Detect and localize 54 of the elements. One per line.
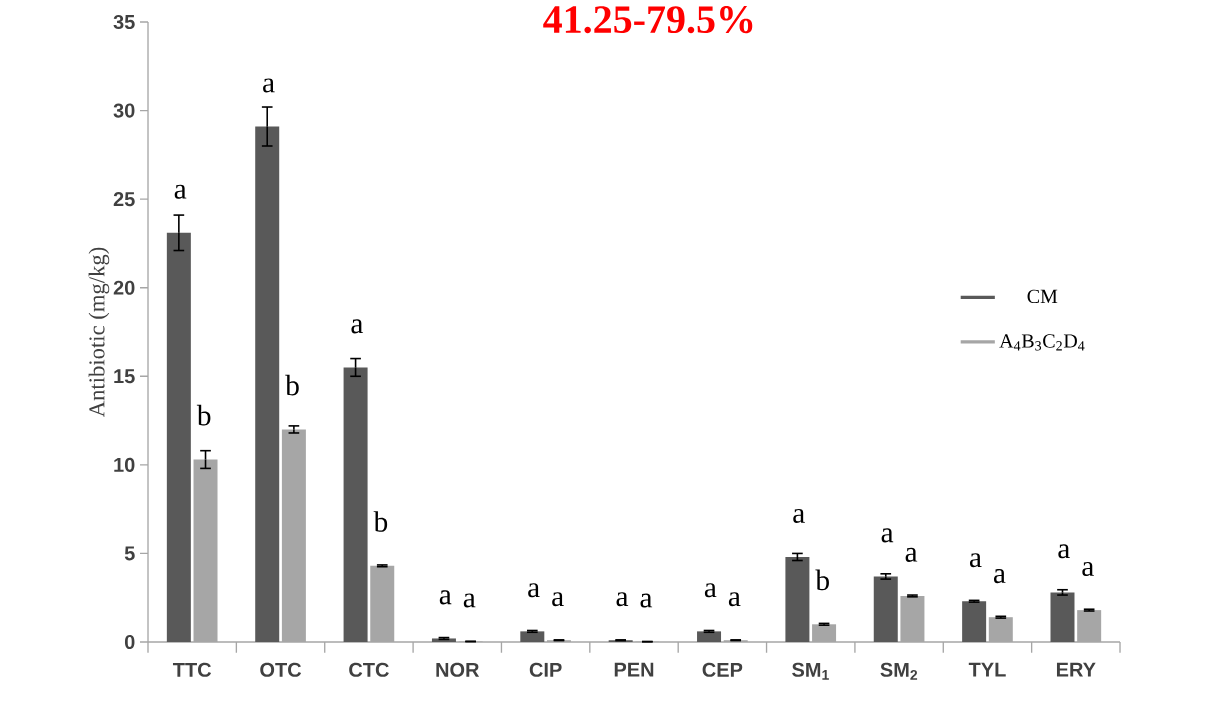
x-tick-label: CEP (702, 662, 743, 677)
bar (697, 631, 722, 642)
annotation: a (704, 583, 717, 598)
annotation: a (793, 508, 805, 523)
annotation: a (881, 528, 894, 543)
annotation: a (463, 593, 476, 608)
x-tick-label: TTC (172, 662, 212, 677)
annotation: a (993, 569, 1006, 584)
bar (166, 232, 191, 642)
x-tick-label: SM$_{1}$ (792, 662, 829, 680)
annotation: a (640, 593, 653, 608)
bar (520, 631, 545, 642)
chart-title: 41.25-79.5% (543, 6, 753, 34)
y-tick-label: 25 (113, 192, 135, 207)
y-tick-label: 15 (114, 369, 135, 384)
y-tick-label: 20 (113, 280, 135, 295)
annotation: b (196, 404, 211, 426)
bar (1050, 592, 1075, 642)
x-tick-label: NOR (436, 662, 480, 677)
annotation: a (616, 592, 629, 607)
annotation: a (905, 547, 918, 562)
bar (962, 601, 987, 642)
x-tick-label: SM$_{2}$ (880, 662, 918, 680)
annotation: a (969, 553, 982, 568)
x-tick-label: PEN (614, 662, 654, 677)
y-axis-title: Antibiotic (mg/kg) (88, 247, 110, 418)
x-tick-label: CTC (349, 662, 389, 677)
bar (785, 556, 810, 642)
y-tick-label: 0 (124, 634, 135, 650)
x-tick-label: TYL (968, 662, 1006, 677)
annotation: a (174, 184, 187, 199)
y-tick-label: 10 (114, 457, 135, 472)
annotation: a (728, 592, 741, 607)
y-tick-label: 30 (113, 103, 135, 118)
bar (873, 576, 898, 642)
x-tick-label: OTC (260, 662, 302, 677)
x-tick-label: ERY (1056, 662, 1096, 677)
annotation: a (552, 592, 564, 607)
annotation: b (285, 374, 299, 396)
y-tick-label: 5 (124, 546, 135, 561)
bar (343, 367, 368, 642)
y-tick-label: 35 (113, 14, 135, 30)
annotation: a (439, 590, 452, 605)
x-tick-label: CIP (529, 662, 562, 677)
annotation: b (373, 511, 388, 532)
annotation: a (1058, 544, 1070, 559)
annotation: a (263, 78, 275, 93)
legend-label: CM (1027, 289, 1058, 304)
legend-label: A$_{4}$B$_{3}$C$_{2}$D$_{4}$ (999, 334, 1085, 351)
bar (255, 126, 280, 642)
annotation: a (1082, 562, 1094, 577)
annotation: b (815, 569, 829, 591)
annotation: a (528, 583, 540, 598)
annotation: a (351, 319, 364, 334)
